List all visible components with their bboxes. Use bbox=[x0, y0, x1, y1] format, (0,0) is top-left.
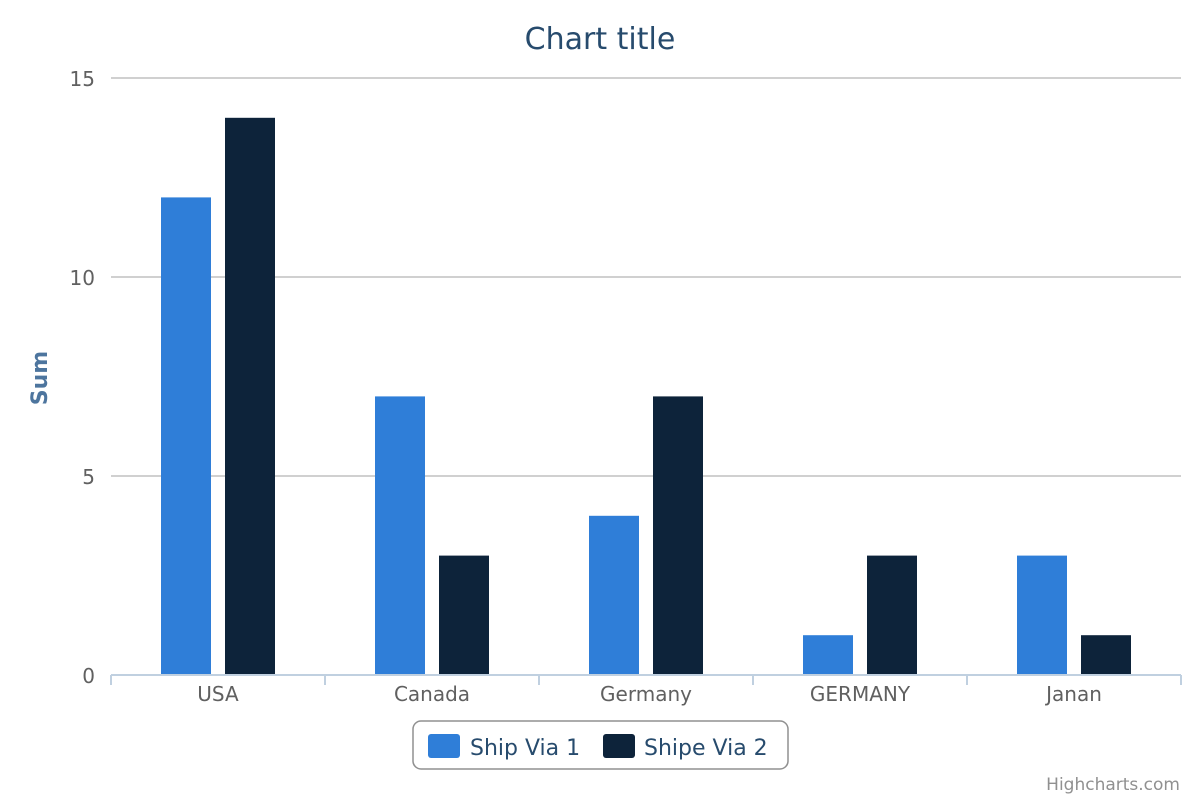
x-tick-label: Janan bbox=[1044, 682, 1102, 706]
bar[interactable] bbox=[803, 635, 853, 675]
bar[interactable] bbox=[867, 555, 917, 675]
bar[interactable] bbox=[1081, 635, 1131, 675]
x-tick-label: Germany bbox=[600, 682, 692, 706]
y-tick-label: 15 bbox=[70, 67, 95, 91]
x-tick-label: USA bbox=[197, 682, 239, 706]
legend-swatch bbox=[428, 734, 460, 758]
y-axis-label: Sum bbox=[28, 351, 53, 405]
bar[interactable] bbox=[375, 396, 425, 675]
y-tick-label: 10 bbox=[70, 266, 95, 290]
credits-link[interactable]: Highcharts.com bbox=[1046, 775, 1180, 795]
legend-label: Ship Via 1 bbox=[470, 736, 580, 761]
bar[interactable] bbox=[1017, 555, 1067, 675]
x-axis: USA Canada Germany GERMANY Janan bbox=[110, 674, 1182, 706]
legend-label: Shipe Via 2 bbox=[644, 736, 768, 761]
legend-item[interactable]: Shipe Via 2 bbox=[603, 734, 768, 761]
bar[interactable] bbox=[439, 555, 489, 675]
x-tick-label: Canada bbox=[394, 682, 470, 706]
y-axis-ticks: 0 5 10 15 bbox=[70, 67, 95, 688]
y-tick-label: 0 bbox=[82, 664, 95, 688]
legend[interactable]: Ship Via 1 Shipe Via 2 bbox=[412, 720, 789, 770]
bar[interactable] bbox=[225, 117, 275, 676]
y-tick-label: 5 bbox=[82, 465, 95, 489]
bars bbox=[161, 117, 1131, 676]
chart-title: Chart title bbox=[525, 22, 676, 57]
legend-item[interactable]: Ship Via 1 bbox=[428, 734, 580, 761]
legend-swatch bbox=[603, 734, 635, 758]
bar[interactable] bbox=[161, 197, 211, 675]
x-tick-label: GERMANY bbox=[810, 682, 911, 706]
grid-lines bbox=[111, 77, 1181, 477]
legend-box bbox=[412, 720, 789, 770]
bar[interactable] bbox=[653, 396, 703, 675]
bar[interactable] bbox=[589, 515, 639, 675]
